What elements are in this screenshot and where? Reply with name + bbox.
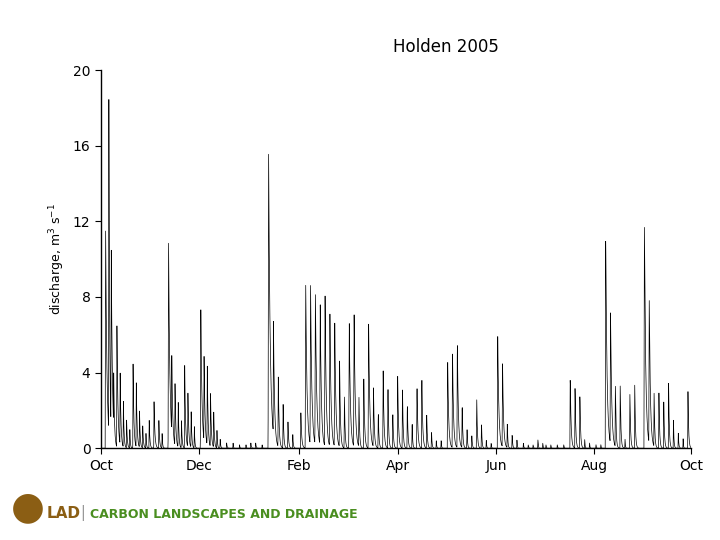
Text: |: | (76, 505, 91, 521)
Text: CARBON LANDSCAPES AND DRAINAGE: CARBON LANDSCAPES AND DRAINAGE (90, 508, 358, 521)
Text: LAD: LAD (47, 506, 81, 521)
Y-axis label: discharge, m$^3$ s$^{-1}$: discharge, m$^3$ s$^{-1}$ (48, 203, 67, 315)
Text: ●: ● (11, 489, 45, 526)
Text: Holden 2005: Holden 2005 (393, 38, 500, 56)
